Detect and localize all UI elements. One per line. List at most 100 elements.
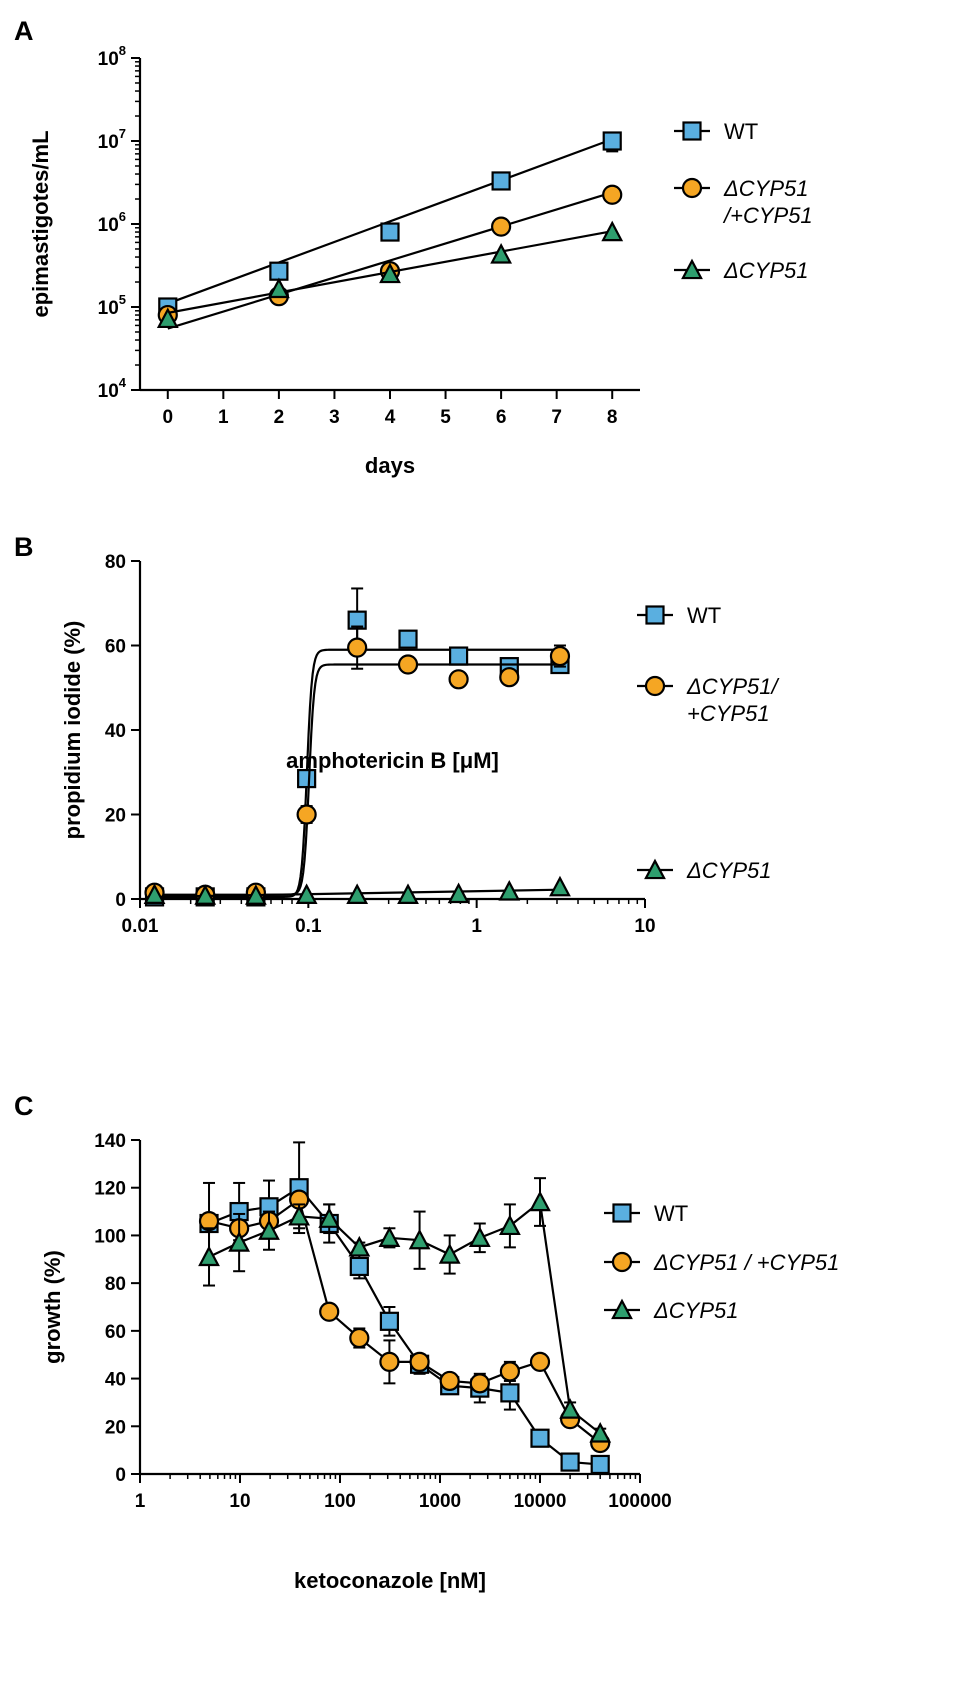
data-point bbox=[296, 804, 317, 825]
x-tick-label: 5 bbox=[440, 407, 451, 428]
y-tick-label-exp: 6 bbox=[119, 209, 126, 224]
data-point bbox=[397, 654, 419, 675]
legend-item: ΔCYP51 bbox=[604, 1298, 738, 1323]
data-point bbox=[469, 1373, 490, 1394]
data-point bbox=[529, 1351, 551, 1372]
panel-b-letter: B bbox=[14, 532, 34, 562]
legend-label: ΔCYP51 bbox=[723, 176, 808, 201]
legend-marker bbox=[681, 258, 703, 280]
data-point bbox=[468, 1226, 491, 1247]
legend-item: ΔCYP51 bbox=[674, 258, 808, 283]
legend-label: ΔCYP51/ bbox=[686, 674, 779, 699]
x-tick-label: 100 bbox=[324, 1491, 356, 1512]
data-point bbox=[529, 1190, 551, 1212]
data-point bbox=[348, 1235, 371, 1257]
data-point bbox=[438, 1243, 461, 1264]
data-point bbox=[156, 307, 179, 329]
legend-item: ΔCYP51/+CYP51 bbox=[637, 674, 779, 726]
y-tick-label: 140 bbox=[94, 1131, 126, 1152]
data-point bbox=[409, 1351, 430, 1372]
series-dCYP51 bbox=[198, 1177, 612, 1443]
data-point bbox=[379, 1351, 400, 1372]
fit-curve bbox=[154, 663, 560, 896]
data-point bbox=[228, 1231, 251, 1252]
legend-marker bbox=[645, 605, 665, 625]
data-point bbox=[244, 884, 267, 905]
legend-item: WT bbox=[674, 119, 758, 144]
data-point bbox=[589, 1422, 612, 1443]
data-point bbox=[448, 646, 469, 666]
data-point bbox=[379, 1311, 400, 1331]
y-tick-label: 80 bbox=[105, 1274, 126, 1295]
fit-line bbox=[167, 191, 613, 330]
data-point bbox=[378, 1226, 401, 1247]
y-tick-label-exp: 5 bbox=[119, 292, 126, 307]
data-point bbox=[349, 1256, 369, 1277]
data-point bbox=[559, 1398, 582, 1419]
y-tick-label: 105 bbox=[98, 292, 126, 319]
data-point bbox=[549, 875, 571, 897]
data-point bbox=[601, 220, 624, 242]
panel-b: B 0 20 40 60 80 0.01 0.1 1 10 amphotericin B [μM]… bbox=[14, 532, 779, 937]
data-point bbox=[499, 1361, 520, 1382]
data-point bbox=[198, 1245, 220, 1267]
legend-marker bbox=[644, 858, 666, 880]
legend-item: ΔCYP51 / +CYP51 bbox=[604, 1250, 839, 1275]
y-tick-label: 80 bbox=[105, 552, 126, 573]
x-axis-label: ketoconazole [nM] bbox=[294, 1568, 486, 1593]
series-dCYP51 bbox=[156, 220, 624, 329]
data-point bbox=[318, 1207, 341, 1228]
x-tick-label: 0.01 bbox=[122, 916, 159, 937]
x-tick-label: 10 bbox=[634, 916, 655, 937]
data-point bbox=[498, 879, 521, 901]
y-tick-label-base: 10 bbox=[98, 132, 119, 153]
series-dCYP51_addback bbox=[157, 184, 623, 330]
y-tick-label: 40 bbox=[105, 721, 126, 742]
series-dCYP51 bbox=[143, 875, 571, 905]
x-tick-label: 4 bbox=[385, 407, 396, 428]
data-point bbox=[349, 1327, 370, 1349]
series-WT bbox=[158, 131, 622, 317]
series-WT bbox=[199, 1141, 610, 1475]
y-tick-label-base: 10 bbox=[98, 49, 119, 70]
legend-item: WT bbox=[604, 1201, 688, 1226]
y-tick-label-exp: 8 bbox=[119, 43, 126, 58]
panel-c-letter: C bbox=[14, 1091, 34, 1121]
data-point bbox=[448, 669, 469, 690]
legend-item: ΔCYP51/+CYP51 bbox=[674, 176, 813, 228]
y-tick-label: 0 bbox=[115, 1465, 126, 1486]
x-tick-label: 1 bbox=[135, 1491, 146, 1512]
data-point bbox=[491, 171, 511, 191]
y-tick-label: 40 bbox=[105, 1370, 126, 1391]
x-axis-label: days bbox=[365, 453, 415, 478]
data-point bbox=[267, 277, 290, 299]
y-tick-label: 106 bbox=[98, 209, 126, 236]
legend-label: /+CYP51 bbox=[722, 203, 813, 228]
data-point bbox=[346, 883, 369, 904]
y-tick-label: 20 bbox=[105, 806, 126, 827]
legend-label: WT bbox=[724, 119, 758, 144]
x-tick-label: 3 bbox=[329, 407, 340, 428]
data-point bbox=[602, 184, 623, 205]
data-point bbox=[602, 131, 622, 151]
series-dCYP51_addback bbox=[198, 1189, 611, 1454]
legend-marker bbox=[612, 1203, 632, 1223]
data-point bbox=[408, 1228, 431, 1250]
data-point bbox=[499, 667, 520, 688]
y-tick-label: 104 bbox=[98, 375, 127, 402]
data-point bbox=[379, 262, 401, 284]
x-tick-label: 7 bbox=[551, 407, 562, 428]
y-tick-label: 60 bbox=[105, 1322, 126, 1343]
y-tick-label-base: 10 bbox=[98, 215, 119, 236]
x-tick-label: 10000 bbox=[514, 1491, 567, 1512]
data-point bbox=[498, 1214, 521, 1236]
y-axis-label: propidium iodide (%) bbox=[60, 621, 85, 840]
data-point bbox=[439, 1370, 460, 1392]
data-point bbox=[447, 882, 470, 904]
data-point bbox=[397, 883, 419, 904]
data-point bbox=[258, 1219, 280, 1240]
fit-curve bbox=[154, 648, 560, 898]
y-tick-label-base: 10 bbox=[98, 298, 119, 319]
